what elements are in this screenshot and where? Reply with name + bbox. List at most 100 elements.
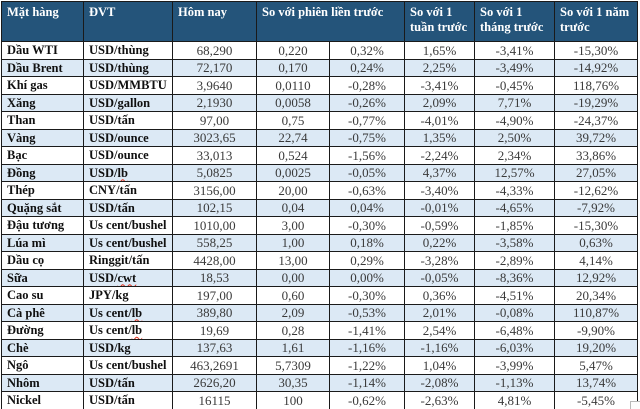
change-abs-cell: 0,0110: [256, 76, 330, 95]
unit-text: USD/MMBTU: [89, 78, 167, 92]
unit-misspelled-text: lb: [117, 165, 128, 180]
commodity-name-cell: Đường: [1, 321, 84, 340]
change-abs-cell: 3,00: [256, 216, 330, 235]
commodity-name-cell: Quặng sắt: [1, 198, 84, 217]
change-abs-cell: 0,0058: [256, 93, 330, 112]
change-abs-cell: 0,28: [256, 321, 330, 340]
week-pct-cell: 4,37%: [404, 163, 476, 182]
year-pct-cell: 0,63%: [554, 233, 639, 252]
unit-cell: USD/thùng: [83, 58, 173, 77]
table-row: Vàng USD/ounce 3023,65 22,74 -0,75% 1,35…: [1, 128, 639, 147]
table-row: Lúa mì Us cent/bushel 558,25 1,00 0,18% …: [1, 233, 639, 252]
unit-cell: USD/tấn: [83, 391, 173, 409]
table-row: Ngô Us cent/bushel 463,2691 5,7309 -1,22…: [1, 356, 639, 375]
commodity-name-cell: Lúa mì: [1, 233, 84, 252]
unit-text: CNY/tấn: [89, 183, 137, 197]
header-vs-year: So với 1 năm trước: [554, 1, 639, 42]
unit-cell: USD/cwt: [83, 268, 173, 287]
change-pct-cell: 0,24%: [328, 58, 406, 77]
table-header-row: Mặt hàng ĐVT Hôm nay So với phiên liền t…: [1, 1, 639, 42]
table-row: Than USD/tấn 97,00 0,75 -0,77% -4,01% -4…: [1, 111, 639, 130]
month-pct-cell: -1,13%: [474, 373, 556, 392]
change-abs-cell: 0,524: [256, 146, 330, 165]
unit-text: Us cent/bushel: [89, 218, 167, 232]
unit-cell: JPY/kg: [83, 286, 173, 305]
table-row: Khí gas USD/MMBTU 3,9640 0,0110 -0,28% -…: [1, 76, 639, 95]
table-row: Dầu cọ Ringgit/tấn 4428,00 13,00 0,29% -…: [1, 251, 639, 270]
unit-cell: USD/tấn: [83, 111, 173, 130]
commodity-name-cell: Nhôm: [1, 373, 84, 392]
commodity-name-cell: Nickel: [1, 391, 84, 409]
month-pct-cell: -6,48%: [474, 321, 556, 340]
unit-cell: Us cent/lb: [83, 321, 173, 340]
change-pct-cell: -1,41%: [328, 321, 406, 340]
unit-text: Ringgit/tấn: [89, 253, 150, 267]
month-pct-cell: 2,50%: [474, 128, 556, 147]
unit-text: USD/thùng: [89, 60, 149, 75]
change-abs-cell: 0,75: [256, 111, 330, 130]
commodity-name-cell: Bạc: [1, 146, 84, 165]
month-pct-cell: -1,85%: [474, 216, 556, 235]
commodity-name-cell: Ngô: [1, 356, 84, 375]
today-price-cell: 2,1930: [172, 93, 257, 112]
today-price-cell: 68,290: [172, 41, 257, 60]
table-row: Dầu Brent USD/thùng 72,170 0,170 0,24% 2…: [1, 58, 639, 77]
week-pct-cell: -2,63%: [404, 391, 476, 409]
today-price-cell: 4428,00: [172, 251, 257, 270]
change-abs-cell: 0,0025: [256, 163, 330, 182]
week-pct-cell: -3,41%: [404, 76, 476, 95]
today-price-cell: 3023,65: [172, 128, 257, 147]
year-pct-cell: -12,62%: [554, 181, 639, 200]
week-pct-cell: -0,01%: [404, 198, 476, 217]
month-pct-cell: -4,65%: [474, 198, 556, 217]
week-pct-cell: 2,54%: [404, 321, 476, 340]
year-pct-cell: -7,92%: [554, 198, 639, 217]
month-pct-cell: -4,33%: [474, 181, 556, 200]
header-vs-week: So với 1 tuần trước: [404, 1, 476, 42]
week-pct-cell: -2,24%: [404, 146, 476, 165]
commodity-name-cell: Sữa: [1, 268, 84, 287]
week-pct-cell: -3,28%: [404, 251, 476, 270]
unit-text: Us cent/: [89, 323, 132, 337]
commodity-name-cell: Khí gas: [1, 76, 84, 95]
year-pct-cell: 33,86%: [554, 146, 639, 165]
week-pct-cell: 2,25%: [404, 58, 476, 77]
commodity-name-cell: Đậu tương: [1, 216, 84, 235]
today-price-cell: 97,00: [172, 111, 257, 130]
change-abs-cell: 1,61: [256, 338, 330, 357]
change-abs-cell: 2,09: [256, 303, 330, 322]
change-pct-cell: -0,53%: [328, 303, 406, 322]
commodity-name-cell: Xăng: [1, 93, 84, 112]
commodity-name-cell: Dầu WTI: [1, 41, 84, 60]
change-abs-cell: 30,35: [256, 373, 330, 392]
change-pct-cell: -0,77%: [328, 111, 406, 130]
change-pct-cell: -1,22%: [328, 356, 406, 375]
year-pct-cell: 20,34%: [554, 286, 639, 305]
week-pct-cell: 1,04%: [404, 356, 476, 375]
today-price-cell: 72,170: [172, 58, 257, 77]
table-row: Đồng USD/lb 5,0825 0,0025 -0,05% 4,37% 1…: [1, 163, 639, 182]
week-pct-cell: 2,09%: [404, 93, 476, 112]
table-row: Chè USD/kg 137,63 1,61 -1,16% -1,16% -6,…: [1, 338, 639, 357]
year-pct-cell: -9,90%: [554, 321, 639, 340]
header-unit: ĐVT: [83, 1, 173, 42]
table-row: Dầu WTI USD/thùng 68,290 0,220 0,32% 1,6…: [1, 41, 639, 60]
week-pct-cell: -3,40%: [404, 181, 476, 200]
month-pct-cell: -3,99%: [474, 356, 556, 375]
change-abs-cell: 22,74: [256, 128, 330, 147]
today-price-cell: 197,00: [172, 286, 257, 305]
change-abs-cell: 20,00: [256, 181, 330, 200]
table-row: Quặng sắt USD/tấn 102,15 0,04 0,04% -0,0…: [1, 198, 639, 217]
week-pct-cell: -1,16%: [404, 338, 476, 357]
unit-cell: CNY/tấn: [83, 181, 173, 200]
unit-text: USD/tấn: [89, 200, 135, 215]
change-pct-cell: -0,75%: [328, 128, 406, 147]
month-pct-cell: -3,49%: [474, 58, 556, 77]
commodity-name-cell: Cao su: [1, 286, 84, 305]
change-pct-cell: -0,05%: [328, 163, 406, 182]
unit-text: Us cent/bushel: [89, 235, 167, 250]
year-pct-cell: -15,30%: [554, 41, 639, 60]
today-price-cell: 18,53: [172, 268, 257, 287]
change-pct-cell: 0,04%: [328, 198, 406, 217]
